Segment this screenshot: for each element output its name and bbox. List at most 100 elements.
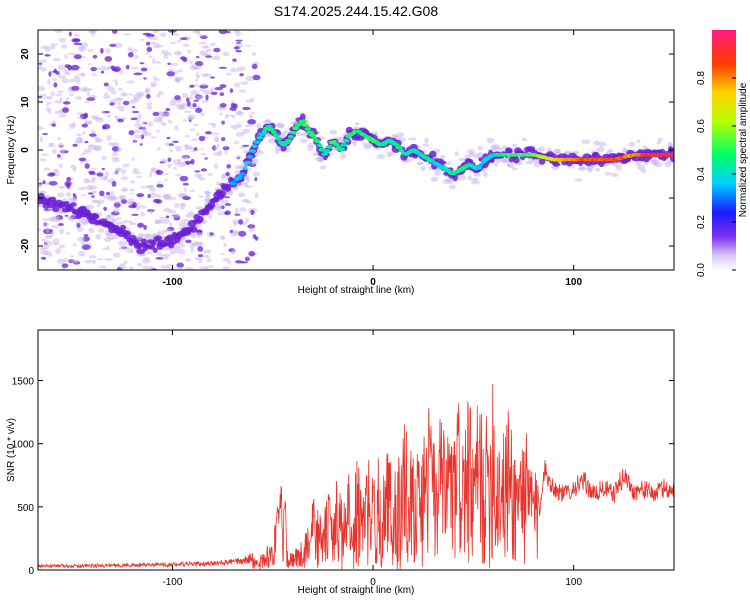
noise-blob xyxy=(44,45,52,52)
noise-blob xyxy=(84,259,93,264)
noise-blob xyxy=(57,223,64,226)
ridge-body xyxy=(299,113,306,121)
noise-blob xyxy=(130,180,135,184)
noise-blob xyxy=(117,118,124,123)
noise-blob xyxy=(197,246,204,252)
noise-blob xyxy=(189,84,195,88)
colorbar-axis: 0.0 0.2 0.4 0.6 0.8 xyxy=(696,71,736,277)
noise-blob xyxy=(188,60,194,64)
noise-blob xyxy=(250,209,255,215)
noise-blob xyxy=(86,91,90,96)
ridge-halo xyxy=(169,249,178,255)
ridge-halo xyxy=(477,145,483,151)
noise-blob xyxy=(106,245,110,251)
noise-blob xyxy=(190,158,195,165)
ridge-body xyxy=(92,213,100,220)
noise-blob xyxy=(200,153,207,156)
noise-blob xyxy=(179,205,185,210)
noise-blob xyxy=(61,148,65,155)
noise-blob xyxy=(88,63,93,66)
noise-blob xyxy=(160,121,165,125)
ridge-halo xyxy=(396,132,405,138)
noise-blob xyxy=(213,47,221,53)
noise-blob xyxy=(38,183,43,188)
noise-blob xyxy=(173,167,177,170)
ridge-core xyxy=(325,145,333,149)
noise-blob xyxy=(50,90,55,97)
noise-blob xyxy=(68,31,72,37)
noise-blob xyxy=(194,173,203,178)
noise-blob xyxy=(110,90,117,95)
noise-blob xyxy=(156,170,164,175)
noise-blob xyxy=(207,265,215,268)
noise-blob xyxy=(146,102,153,107)
ridge-halo xyxy=(265,118,271,125)
noise-blob xyxy=(135,118,140,123)
noise-blob xyxy=(186,97,190,103)
ridge-halo xyxy=(254,151,264,155)
noise-blob xyxy=(96,118,104,123)
noise-blob xyxy=(236,110,242,116)
noise-blob xyxy=(126,80,135,84)
noise-blob xyxy=(69,123,76,130)
ridge-halo xyxy=(454,151,459,157)
noise-blob xyxy=(73,166,77,173)
noise-blob xyxy=(233,140,240,145)
noise-blob xyxy=(150,136,157,139)
noise-blob xyxy=(211,55,221,61)
noise-blob xyxy=(191,138,199,142)
noise-blob xyxy=(233,82,241,88)
noise-blob xyxy=(205,48,213,53)
noise-blob xyxy=(73,74,79,81)
noise-blob xyxy=(174,95,181,101)
noise-blob xyxy=(109,43,117,48)
ridge-halo xyxy=(538,146,546,152)
noise-blob xyxy=(203,254,210,258)
noise-blob xyxy=(99,190,105,197)
noise-blob xyxy=(58,37,67,43)
noise-blob xyxy=(112,30,118,34)
y-tick-label: 1000 xyxy=(12,440,35,451)
noise-blob xyxy=(176,266,183,270)
noise-blob xyxy=(100,70,105,74)
noise-blob xyxy=(153,30,158,34)
ridge-halo xyxy=(389,151,394,157)
ridge-core xyxy=(304,127,311,131)
noise-blob xyxy=(105,171,109,177)
noise-blob xyxy=(152,58,156,65)
noise-blob xyxy=(199,177,206,181)
noise-blob xyxy=(176,248,186,255)
ridge-halo xyxy=(228,190,234,196)
ridge-body xyxy=(552,162,561,167)
snr-series xyxy=(38,384,674,570)
noise-blob xyxy=(195,232,203,238)
noise-blob xyxy=(150,167,158,171)
ridge-halo xyxy=(611,173,619,177)
noise-blob xyxy=(213,146,219,150)
noise-blob xyxy=(178,222,187,227)
noise-blob xyxy=(230,67,236,73)
noise-blob xyxy=(141,129,148,136)
noise-blob xyxy=(165,111,170,118)
noise-blob xyxy=(171,32,179,37)
noise-blob xyxy=(147,36,152,39)
noise-blob xyxy=(140,211,146,217)
noise-blob xyxy=(225,171,230,177)
noise-blob xyxy=(90,67,97,72)
noise-blob xyxy=(178,69,183,73)
noise-blob xyxy=(248,250,256,257)
ridge-core xyxy=(301,123,309,127)
noise-blob xyxy=(81,152,87,156)
noise-blob xyxy=(83,112,89,119)
noise-blob xyxy=(204,157,208,160)
noise-blob xyxy=(96,172,104,177)
noise-blob xyxy=(43,250,52,256)
noise-blob xyxy=(57,75,66,79)
noise-blob xyxy=(76,133,83,137)
noise-blob xyxy=(92,200,98,204)
noise-blob xyxy=(195,61,204,67)
ridge-halo xyxy=(221,174,226,180)
noise-blob xyxy=(66,176,72,182)
noise-blob xyxy=(122,187,128,192)
